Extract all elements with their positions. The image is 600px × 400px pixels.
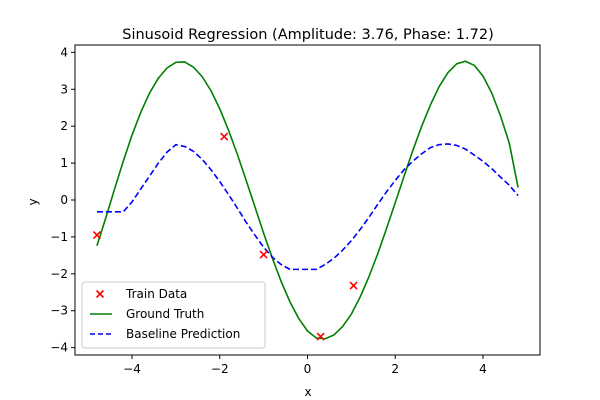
y-tick-label: 1 (60, 156, 68, 170)
y-tick-label: −2 (50, 267, 68, 281)
x-tick-label: −4 (123, 362, 141, 376)
y-tick-label: −4 (50, 341, 68, 355)
data-point-stroke (316, 332, 325, 341)
y-axis-label: y (26, 198, 40, 205)
data-point-stroke (220, 132, 229, 141)
legend-box (81, 281, 266, 349)
data-point-stroke (92, 230, 101, 240)
y-tick-label: 0 (60, 193, 68, 207)
axis-ticks: −4 −2 0 2 4 −4 −3 −2 −1 0 1 2 3 4 (50, 45, 486, 376)
x-axis-label: x (304, 385, 311, 399)
y-tick-label: 2 (60, 119, 68, 133)
data-point (349, 281, 358, 290)
x-tick-label: 4 (479, 362, 487, 376)
data-point-stroke (349, 281, 358, 290)
data-point (220, 132, 229, 141)
y-tick-label: −1 (50, 230, 68, 244)
legend: Train Data Ground Truth Baseline Predictio… (81, 281, 266, 349)
data-point-stroke (259, 250, 268, 259)
legend-marker-stroke (95, 289, 105, 299)
y-tick-label: −3 (50, 304, 68, 318)
series-line-2 (96, 143, 519, 271)
y-tick-label: 3 (60, 82, 68, 96)
legend-label: Baseline Prediction (126, 327, 240, 341)
legend-label: Train Data (125, 287, 187, 301)
x-tick-label: 2 (391, 362, 399, 376)
series-line-1 (96, 60, 519, 340)
data-point (316, 332, 325, 341)
x-tick-label: −2 (211, 362, 229, 376)
x-tick-label: 0 (304, 362, 312, 376)
legend-marker (95, 289, 105, 299)
legend-label: Ground Truth (126, 307, 204, 321)
chart-title: Sinusoid Regression (Amplitude: 3.76, Ph… (122, 27, 494, 43)
data-point (259, 250, 268, 259)
y-tick-label: 4 (60, 45, 68, 59)
data-point (92, 230, 101, 240)
